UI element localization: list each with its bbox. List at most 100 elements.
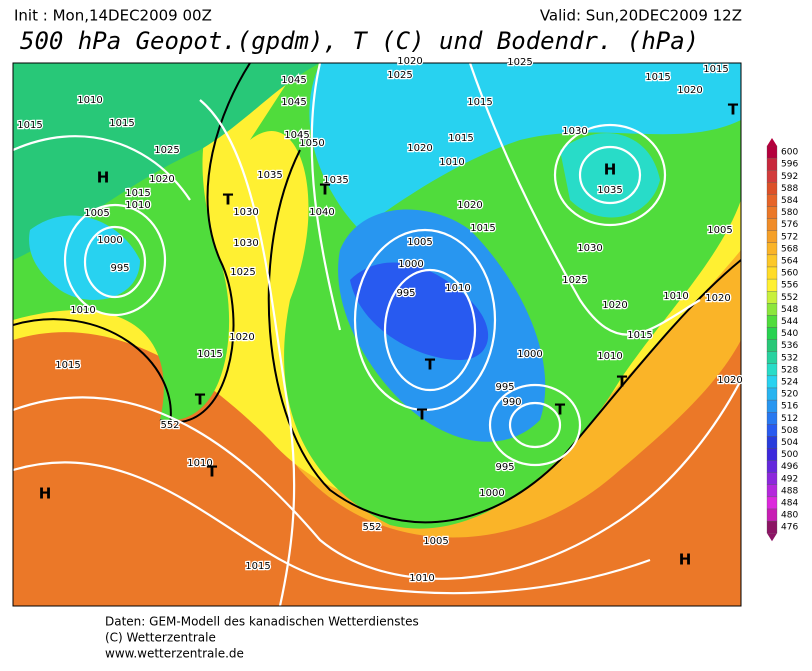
contour-label: 995 — [495, 382, 514, 393]
contour-label: 1020 — [229, 332, 254, 343]
scale-swatch — [766, 157, 778, 171]
contour-label: 995 — [396, 288, 415, 299]
contour-label: 1020 — [677, 85, 702, 96]
scale-swatch — [766, 206, 778, 219]
pressure-center: H — [604, 161, 617, 179]
contour-label: 990 — [502, 397, 521, 408]
contour-label: 995 — [495, 462, 514, 473]
scale-label: 592 — [781, 172, 798, 182]
pressure-center: H — [679, 551, 692, 569]
scale-label: 524 — [781, 377, 798, 387]
scale-swatch — [766, 230, 778, 243]
contour-label: 1010 — [439, 157, 464, 168]
contour-label: 1035 — [597, 185, 622, 196]
pressure-center: T — [195, 391, 206, 409]
scale-swatch — [766, 484, 778, 498]
scale-label: 508 — [781, 426, 798, 436]
scale-swatch — [766, 508, 778, 522]
contour-label: 1045 — [281, 75, 306, 86]
contour-label: 552 — [160, 420, 179, 431]
scale-swatch — [766, 315, 778, 328]
contour-label: 1015 — [109, 118, 134, 129]
contour-label: 1040 — [309, 207, 334, 218]
pressure-center: T — [320, 181, 331, 199]
contour-label: 1010 — [409, 573, 434, 584]
contour-label: 1015 — [245, 561, 270, 572]
contour-label: 1010 — [663, 291, 688, 302]
scale-label: 584 — [781, 196, 798, 206]
scale-swatch — [766, 399, 778, 413]
scale-swatch — [766, 278, 778, 292]
contour-label: 1020 — [705, 293, 730, 304]
scale-swatch — [766, 327, 778, 340]
contour-label: 1025 — [387, 70, 412, 81]
init-time: Init : Mon,14DEC2009 00Z — [14, 7, 212, 25]
scale-label: 492 — [781, 474, 798, 484]
pressure-center: T — [555, 401, 566, 419]
map-title: 500 hPa Geopot.(gpdm), T (C) und Bodendr… — [20, 27, 699, 55]
scale-label: 588 — [781, 184, 798, 194]
scale-label: 504 — [781, 438, 798, 448]
scale-label: 516 — [781, 402, 798, 412]
scale-swatch — [766, 182, 778, 195]
contour-label: 1045 — [284, 130, 309, 141]
contour-label: 1000 — [398, 259, 423, 270]
contour-label: 1010 — [77, 95, 102, 106]
scale-label: 548 — [781, 305, 798, 315]
scale-swatch — [766, 436, 778, 449]
scale-label: 488 — [781, 486, 798, 496]
contour-label: 1015 — [645, 72, 670, 83]
scale-swatch — [766, 218, 778, 231]
scale-label: 572 — [781, 232, 798, 242]
scale-label: 528 — [781, 365, 798, 375]
scale-swatch — [766, 496, 778, 510]
scale-label: 568 — [781, 244, 798, 254]
contour-label: 1010 — [187, 458, 212, 469]
scale-label: 544 — [781, 317, 798, 327]
scale-swatch — [766, 339, 778, 352]
contour-label: 1010 — [597, 351, 622, 362]
contour-label: 1025 — [562, 275, 587, 286]
contour-label: 1005 — [707, 225, 732, 236]
contour-label: 1000 — [97, 235, 122, 246]
contour-label: 1005 — [423, 536, 448, 547]
contour-label: 1015 — [125, 188, 150, 199]
contour-label: 1025 — [154, 145, 179, 156]
scale-label: 564 — [781, 256, 798, 266]
contour-label: 1015 — [467, 97, 492, 108]
contour-label: 1025 — [230, 267, 255, 278]
contour-label: 1015 — [55, 360, 80, 371]
scale-swatch — [766, 424, 778, 437]
contour-label: 1020 — [717, 375, 742, 386]
contour-label: 1015 — [627, 330, 652, 341]
pressure-center: T — [417, 406, 428, 424]
contour-label: 1015 — [703, 64, 728, 75]
scale-swatch — [766, 460, 778, 473]
contour-label: 1030 — [233, 238, 258, 249]
scale-label: 500 — [781, 450, 798, 460]
valid-time: Valid: Sun,20DEC2009 12Z — [540, 7, 742, 25]
contour-label: 1045 — [281, 97, 306, 108]
pressure-center: H — [39, 485, 52, 503]
contour-label: 1035 — [257, 170, 282, 181]
scale-label: 552 — [781, 293, 798, 303]
scale-swatch — [766, 412, 778, 425]
scale-swatch — [766, 387, 778, 401]
contour-label: 995 — [110, 263, 129, 274]
scale-swatch — [766, 254, 778, 268]
scale-swatch — [766, 145, 778, 159]
contour-label: 1000 — [479, 488, 504, 499]
scale-label: 536 — [781, 341, 798, 351]
scale-label: 520 — [781, 390, 798, 400]
contour-label: 1035 — [323, 175, 348, 186]
pressure-center: T — [223, 191, 234, 209]
scale-swatch — [766, 303, 778, 316]
contour-label: 1025 — [507, 57, 532, 68]
contour-label: 1015 — [470, 223, 495, 234]
field — [13, 63, 741, 606]
contour-label: 1030 — [577, 243, 602, 254]
scale-label: 560 — [781, 269, 798, 279]
contour-label: 1000 — [517, 349, 542, 360]
scale-swatch — [766, 363, 778, 377]
